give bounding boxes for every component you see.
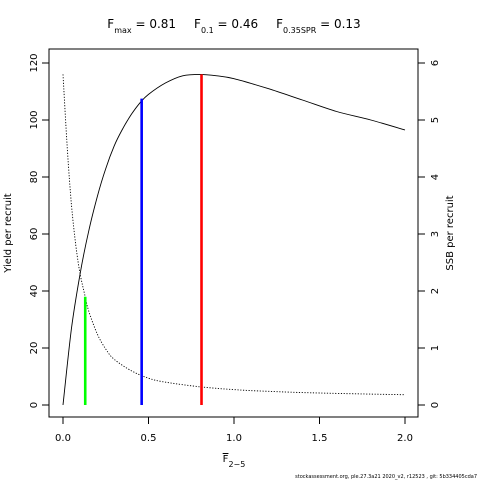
y-left-tick-label: 60 xyxy=(29,228,40,241)
y-left-tick-label: 0 xyxy=(29,402,40,408)
footer-note: stockassessment.org, ple.27.3a21 2020_v2… xyxy=(295,474,477,480)
yield-per-recruit-curve xyxy=(62,73,406,406)
x-tick-label: 0.0 xyxy=(55,433,71,444)
y-left-tick-label: 100 xyxy=(29,110,40,129)
x-axis: 0.0 0.5 1.0 1.5 2.0 xyxy=(55,417,413,444)
chart-title: Fmax = 0.81 F0.1 = 0.46 F0.35SPR = 0.13 xyxy=(107,17,360,35)
y-left-tick-label: 80 xyxy=(29,171,40,184)
y-right-tick-label: 5 xyxy=(430,117,441,123)
reference-lines xyxy=(83,74,203,405)
ssb-per-recruit-curve xyxy=(62,74,406,396)
series-layer xyxy=(62,73,406,406)
y-right-tick-label: 2 xyxy=(430,288,441,294)
plot-frame xyxy=(48,48,419,418)
y-left-tick-label: 120 xyxy=(29,53,40,72)
y-right-tick-label: 4 xyxy=(430,174,441,180)
y-axis-left-label: Yield per recruit xyxy=(3,193,14,274)
y-axis-left: 0 20 40 60 80 100 120 xyxy=(29,53,49,408)
y-right-tick-label: 3 xyxy=(430,231,441,237)
y-axis-right: 0 1 2 3 4 5 6 xyxy=(418,60,441,408)
x-tick-label: 1.5 xyxy=(312,433,328,444)
y-right-tick-label: 6 xyxy=(430,60,441,66)
y-right-tick-label: 1 xyxy=(430,345,441,351)
x-axis-label: F2−5 xyxy=(223,454,246,469)
y-axis-right-label: SSB per recruit xyxy=(445,195,456,270)
x-tick-label: 2.0 xyxy=(397,433,413,444)
x-tick-label: 0.5 xyxy=(141,433,157,444)
y-left-tick-label: 20 xyxy=(29,342,40,355)
x-tick-label: 1.0 xyxy=(226,433,242,444)
y-left-tick-label: 40 xyxy=(29,285,40,298)
y-right-tick-label: 0 xyxy=(430,402,441,408)
